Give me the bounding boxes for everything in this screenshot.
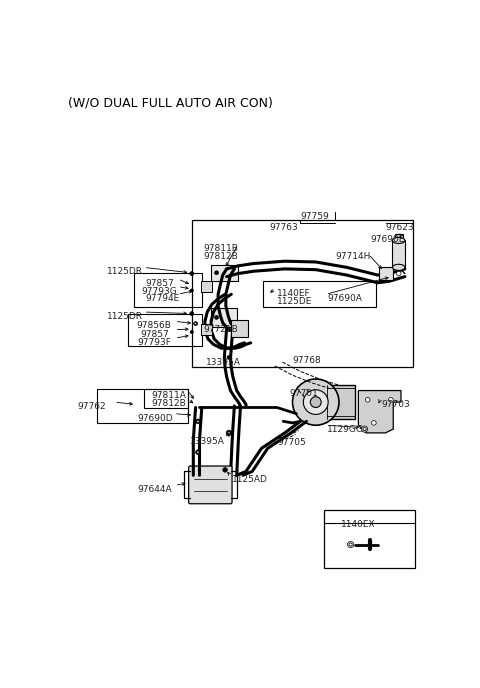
- Bar: [211, 265, 238, 281]
- Circle shape: [215, 271, 218, 275]
- Polygon shape: [359, 391, 401, 433]
- Bar: [395, 234, 403, 242]
- Text: 97811A: 97811A: [152, 391, 186, 400]
- Bar: [211, 308, 237, 327]
- Text: 97759: 97759: [300, 212, 329, 221]
- Circle shape: [349, 543, 352, 546]
- Circle shape: [363, 427, 366, 431]
- Bar: [393, 240, 405, 268]
- Circle shape: [197, 420, 199, 422]
- Text: 1140EF: 1140EF: [277, 289, 311, 298]
- Text: 13395A: 13395A: [206, 358, 240, 367]
- Circle shape: [223, 468, 228, 472]
- Bar: [230, 320, 248, 336]
- Circle shape: [190, 289, 193, 292]
- Text: 97690D: 97690D: [137, 413, 173, 422]
- Circle shape: [194, 323, 197, 325]
- Bar: [201, 281, 212, 292]
- Text: 1125DR: 1125DR: [107, 268, 143, 277]
- Text: 97763: 97763: [269, 224, 298, 233]
- Text: (W/O DUAL FULL AUTO AIR CON): (W/O DUAL FULL AUTO AIR CON): [68, 96, 273, 109]
- Bar: [263, 281, 376, 308]
- Circle shape: [190, 312, 194, 316]
- Ellipse shape: [311, 397, 321, 407]
- Bar: [133, 272, 202, 308]
- Text: 1129GG: 1129GG: [327, 425, 364, 434]
- Text: 97644A: 97644A: [137, 485, 172, 494]
- Bar: [379, 268, 393, 280]
- Bar: [97, 389, 188, 423]
- Text: 1125AD: 1125AD: [232, 475, 268, 484]
- Ellipse shape: [393, 237, 405, 244]
- Circle shape: [389, 398, 393, 402]
- Circle shape: [228, 432, 230, 434]
- Text: 97703: 97703: [382, 400, 410, 409]
- Circle shape: [196, 450, 200, 455]
- Text: 97701: 97701: [289, 389, 318, 398]
- Text: 97857: 97857: [145, 279, 174, 288]
- Text: 97856B: 97856B: [136, 321, 171, 330]
- Text: 97762: 97762: [77, 402, 106, 411]
- Circle shape: [361, 426, 368, 432]
- Text: 97793F: 97793F: [137, 338, 171, 347]
- Circle shape: [196, 419, 200, 424]
- Text: 97811B: 97811B: [204, 244, 238, 253]
- Text: 97794E: 97794E: [145, 294, 180, 303]
- Text: 97721B: 97721B: [204, 325, 238, 334]
- Text: 97857: 97857: [141, 330, 169, 338]
- Text: 97768: 97768: [292, 356, 321, 365]
- Text: 97793G: 97793G: [142, 287, 177, 296]
- Text: 1125DR: 1125DR: [107, 312, 143, 321]
- Text: 97812B: 97812B: [204, 252, 238, 261]
- Text: 97714H: 97714H: [335, 252, 371, 261]
- Bar: [192, 219, 413, 367]
- Circle shape: [365, 398, 370, 402]
- Circle shape: [372, 420, 376, 425]
- Text: 97690A: 97690A: [327, 294, 362, 303]
- Circle shape: [190, 272, 194, 275]
- Ellipse shape: [393, 264, 405, 270]
- Ellipse shape: [303, 390, 328, 414]
- Circle shape: [227, 356, 231, 359]
- Circle shape: [197, 451, 199, 453]
- Text: 97623: 97623: [385, 224, 414, 233]
- Bar: [144, 389, 188, 407]
- Text: 97812B: 97812B: [152, 399, 186, 408]
- Circle shape: [194, 322, 198, 325]
- Bar: [312, 385, 355, 419]
- Bar: [128, 314, 202, 346]
- Circle shape: [190, 330, 193, 334]
- Circle shape: [215, 316, 218, 319]
- Circle shape: [348, 541, 354, 548]
- Text: 1125DE: 1125DE: [277, 297, 312, 305]
- Text: 1140EX: 1140EX: [340, 520, 375, 529]
- Bar: [201, 324, 212, 335]
- Circle shape: [226, 430, 232, 436]
- Ellipse shape: [292, 379, 339, 425]
- Circle shape: [396, 271, 401, 276]
- FancyBboxPatch shape: [189, 466, 232, 504]
- Text: 97690E: 97690E: [370, 235, 404, 244]
- Text: 13395A: 13395A: [190, 437, 225, 446]
- Text: 97705: 97705: [277, 438, 306, 447]
- Bar: [324, 510, 415, 568]
